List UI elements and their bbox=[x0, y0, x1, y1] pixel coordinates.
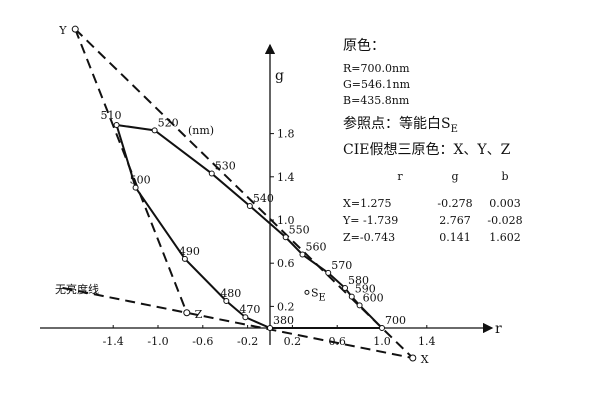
coefficient-table: r g b X=1.275 -0.278 0.003 Y= -1.739 2.767 -0.02… bbox=[342, 170, 523, 244]
locus-point bbox=[132, 184, 139, 191]
locus-point bbox=[379, 325, 385, 331]
wavelength-label: 470 bbox=[239, 303, 260, 316]
unit-label: (nm) bbox=[188, 124, 214, 137]
y-tick-label: 0.2 bbox=[277, 300, 295, 313]
table-cell: Y= -1.739 bbox=[342, 214, 398, 227]
wavelength-label: 480 bbox=[220, 287, 241, 300]
table-cell: Z=-0.743 bbox=[343, 231, 395, 244]
reference-point bbox=[304, 289, 310, 295]
reference-point-subscript: E bbox=[319, 292, 326, 303]
alychne-label: 无亮度线 bbox=[55, 282, 99, 296]
value-r: -1.739 bbox=[363, 214, 398, 227]
x-tick-label: -1.0 bbox=[147, 335, 168, 348]
primary-point bbox=[409, 354, 417, 362]
table-header: g bbox=[451, 170, 458, 183]
reference-subscript: E bbox=[451, 124, 458, 135]
primary: B=435.8nm bbox=[343, 94, 410, 107]
wavelength-label: 570 bbox=[331, 259, 352, 272]
locus-point bbox=[208, 170, 215, 177]
reference-point-symbol: S bbox=[311, 286, 319, 299]
table-header: r bbox=[397, 170, 403, 183]
wavelength-label: 530 bbox=[215, 160, 236, 173]
wavelength-label: 580 bbox=[348, 274, 369, 287]
row-label: X= bbox=[343, 197, 360, 210]
wavelength-label: 590 bbox=[355, 283, 376, 296]
locus-point bbox=[299, 251, 306, 258]
wavelength-label: 380 bbox=[273, 314, 294, 327]
x-axis-label: r bbox=[495, 321, 502, 337]
value-b: -0.028 bbox=[487, 214, 522, 227]
value-r: 1.275 bbox=[360, 197, 392, 210]
wavelength-label: 510 bbox=[101, 109, 122, 122]
locus-point bbox=[348, 293, 355, 300]
plot: -1.4 -1.0 -0.6 -0.2 0.2 0.6 1.0 1.4 0.2 0.6 1.0 1.4… bbox=[58, 24, 435, 366]
wavelength-label: 700 bbox=[385, 314, 406, 327]
table-header: b bbox=[501, 170, 508, 183]
table-cell: X=1.275 bbox=[343, 197, 392, 210]
locus-point bbox=[151, 127, 158, 134]
alychne bbox=[62, 286, 413, 360]
x-tick-label: -1.4 bbox=[103, 335, 124, 348]
wavelength-label: 550 bbox=[289, 223, 310, 236]
locus-point bbox=[246, 202, 253, 209]
locus-point bbox=[181, 255, 188, 262]
x-tick-label: -0.2 bbox=[237, 335, 258, 348]
primary-label: Z bbox=[195, 308, 203, 321]
y-tick-label: 1.4 bbox=[277, 171, 295, 184]
locus-point bbox=[242, 314, 249, 321]
value-g: -0.278 bbox=[437, 197, 472, 210]
reference-text: 参照点：等能白SE bbox=[343, 115, 458, 135]
row-label: Z= bbox=[343, 231, 360, 244]
locus-point bbox=[282, 234, 289, 241]
cie-title: CIE假想三原色：X、Y、Z bbox=[343, 141, 511, 158]
primary-label: X bbox=[421, 353, 429, 366]
wavelength-label: 490 bbox=[179, 245, 200, 258]
primary-label: Y bbox=[58, 24, 67, 37]
locus-point bbox=[325, 269, 332, 276]
row-label: Y= bbox=[342, 214, 363, 227]
wavelength-label: 560 bbox=[305, 241, 326, 254]
y-tick-label: 1.8 bbox=[277, 128, 295, 141]
value-g: 2.767 bbox=[439, 214, 471, 227]
x-tick-label: 1.4 bbox=[418, 335, 436, 348]
x-tick-label: -0.6 bbox=[192, 335, 213, 348]
primary-point bbox=[183, 309, 191, 317]
wavelength-label: 500 bbox=[130, 174, 151, 187]
locus-point bbox=[356, 302, 363, 309]
x-tick-label: 0.6 bbox=[328, 335, 346, 348]
primary: G=546.1nm bbox=[343, 78, 411, 91]
x-tick-label: 1.0 bbox=[373, 335, 391, 348]
primary: R=700.0nm bbox=[343, 62, 410, 75]
locus-point bbox=[267, 325, 273, 331]
x-tick-label: 0.2 bbox=[284, 335, 302, 348]
wavelength-label: 540 bbox=[253, 192, 274, 205]
wavelength-label: 600 bbox=[363, 291, 384, 304]
y-tick-label: 0.6 bbox=[277, 257, 295, 270]
y-tick-label: 1.0 bbox=[277, 214, 295, 227]
primaries-title: 原色： bbox=[343, 37, 385, 54]
primary-point bbox=[71, 25, 79, 33]
value-b: 1.602 bbox=[489, 231, 521, 244]
reference-point-label: SE bbox=[311, 286, 326, 303]
value-g: 0.141 bbox=[439, 231, 471, 244]
y-axis-label: g bbox=[275, 68, 284, 84]
value-r: -0.743 bbox=[360, 231, 395, 244]
locus-point bbox=[342, 285, 349, 292]
wavelength-label: 520 bbox=[158, 116, 179, 129]
reference-label: 参照点：等能白 bbox=[343, 115, 441, 132]
reference-symbol: S bbox=[441, 116, 451, 132]
value-b: 0.003 bbox=[489, 197, 521, 210]
locus-point bbox=[113, 121, 120, 128]
locus-point bbox=[223, 298, 230, 304]
